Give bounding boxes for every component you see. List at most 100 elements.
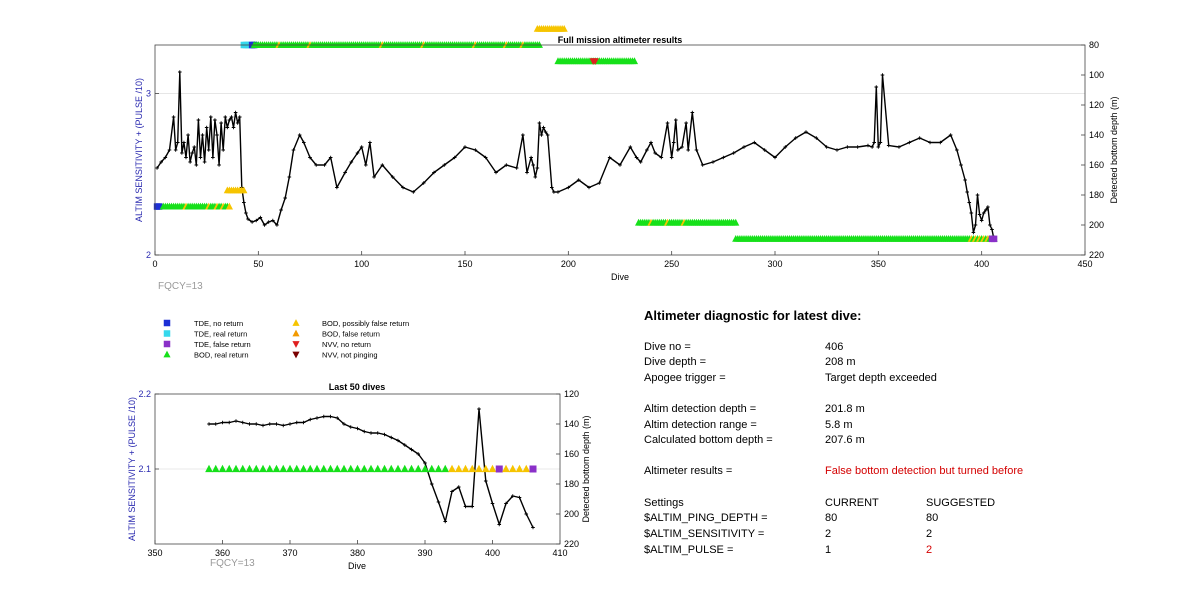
y2-tick-label: 140 — [564, 419, 579, 429]
result-marker-tri-up — [508, 464, 517, 473]
y-tick-label: 2.2 — [138, 389, 151, 399]
depth-point — [297, 133, 302, 137]
depth-point — [731, 151, 736, 155]
result-marker-tri-up — [732, 218, 740, 226]
calculated-bottom-depth-label: Calculated bottom depth = — [644, 434, 773, 446]
result-marker-tri-up — [232, 464, 240, 473]
depth-point — [436, 500, 441, 504]
depth-point — [477, 407, 481, 411]
depth-point — [543, 130, 548, 134]
result-marker-tri-up — [434, 464, 443, 473]
depth-point — [517, 495, 522, 500]
chart2-y-ticks: 2.1 2.2 — [138, 389, 159, 474]
depth-point — [878, 140, 883, 145]
depth-point — [529, 155, 533, 160]
depth-point — [411, 190, 416, 194]
legend-marker-tri-down — [292, 341, 300, 348]
chart1-axes-box — [154, 44, 1086, 256]
legend-marker-square — [163, 319, 171, 327]
depth-point — [288, 422, 292, 426]
result-marker-tri-up — [238, 464, 247, 473]
chart2-y2-ticks: 120 140 160 180 200 220 — [556, 389, 579, 549]
depth-point — [202, 160, 207, 164]
depth-point — [409, 447, 414, 452]
depth-point — [225, 125, 230, 130]
y2-tick-label: 200 — [1089, 220, 1104, 230]
setting-name: $ALTIM_PING_DEPTH = — [644, 512, 768, 524]
y-tick-label: 3 — [146, 88, 151, 98]
depth-point — [880, 73, 885, 77]
depth-point — [194, 163, 199, 167]
depth-point — [959, 163, 963, 167]
depth-point — [634, 155, 639, 160]
result-marker-square — [529, 465, 537, 473]
depth-point — [645, 148, 649, 152]
setting-suggested: 2 — [926, 544, 933, 556]
depth-point — [302, 140, 306, 145]
result-marker-tri-up — [468, 464, 477, 473]
depth-point — [281, 423, 286, 428]
depth-point — [700, 163, 705, 167]
x-tick-label: 390 — [417, 548, 432, 558]
depth-point — [742, 145, 746, 149]
x-tick-label: 0 — [152, 259, 157, 269]
x-tick-label: 410 — [552, 548, 567, 558]
depth-point — [364, 163, 368, 167]
depth-point — [328, 155, 333, 160]
depth-point — [380, 163, 385, 167]
depth-point — [213, 118, 217, 122]
depth-point — [886, 143, 891, 148]
result-marker-tri-down — [591, 58, 599, 66]
depth-point — [521, 133, 525, 137]
depth-point — [246, 217, 250, 221]
depth-point — [369, 431, 373, 435]
result-marker-tri-up — [454, 464, 463, 473]
result-marker-tri-up — [373, 464, 382, 473]
legend-label: NVV, no return — [322, 340, 371, 349]
result-marker-tri-up — [353, 464, 362, 473]
depth-point — [463, 145, 467, 149]
depth-point — [227, 420, 232, 425]
depth-point — [274, 422, 279, 426]
depth-point — [680, 145, 684, 149]
depth-point — [443, 519, 448, 524]
depth-point — [870, 145, 874, 149]
depth-point — [452, 155, 457, 160]
depth-point — [793, 136, 798, 140]
depth-point — [690, 110, 695, 115]
depth-point — [348, 425, 353, 429]
depth-point — [196, 118, 201, 122]
depth-point — [541, 125, 546, 130]
depth-point — [301, 420, 306, 425]
depth-point — [483, 479, 488, 483]
depth-point — [308, 155, 312, 160]
depth-point — [192, 145, 197, 149]
depth-point — [456, 485, 461, 489]
depth-point — [948, 133, 953, 137]
x-tick-label: 250 — [664, 259, 679, 269]
setting-current: 2 — [825, 528, 832, 540]
depth-point — [671, 140, 676, 145]
altim-detection-range-value: 5.8 m — [825, 419, 853, 431]
result-marker-tri-up — [333, 464, 342, 473]
depth-point — [220, 420, 225, 425]
y2-tick-label: 120 — [1089, 100, 1104, 110]
legend-label: BOD, real return — [194, 351, 249, 360]
depth-point — [504, 163, 509, 167]
depth-point — [533, 175, 538, 179]
depth-point — [211, 155, 215, 160]
depth-point — [221, 148, 225, 152]
legend-label: TDE, real return — [194, 330, 247, 339]
depth-point — [247, 422, 252, 426]
depth-point — [510, 494, 515, 498]
depth-point — [504, 501, 508, 506]
x-tick-label: 150 — [457, 259, 472, 269]
depth-point — [872, 140, 876, 145]
depth-point — [649, 140, 653, 145]
depth-point — [783, 145, 788, 149]
depth-point — [213, 422, 218, 426]
chart1-depth-series — [155, 70, 996, 242]
result-marker-tri-up — [299, 464, 308, 473]
depth-point — [261, 423, 265, 428]
depth-point — [322, 163, 327, 167]
